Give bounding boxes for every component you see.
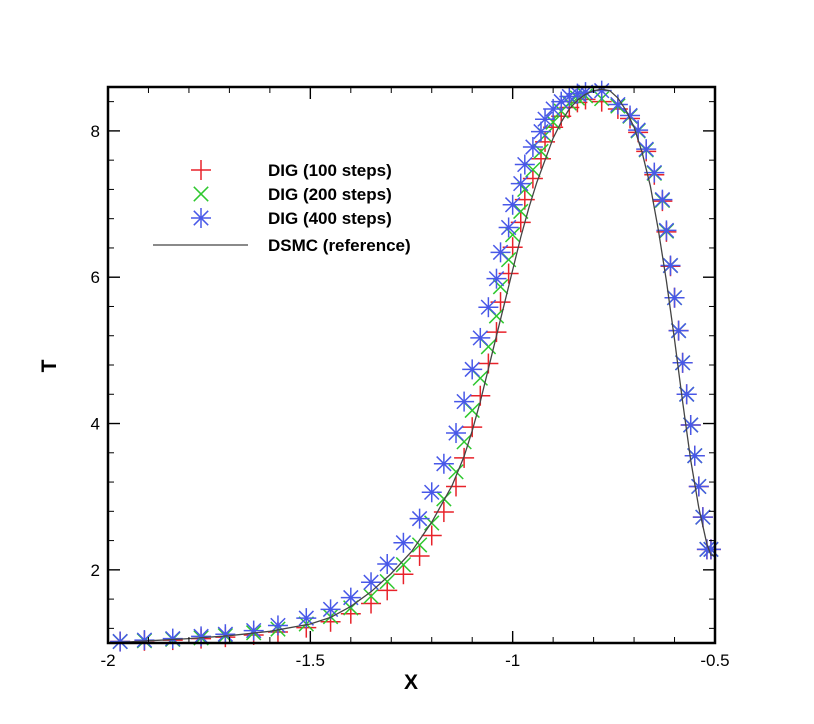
data-point-dig-400-steps	[361, 572, 382, 593]
legend-label-dig-100-steps: DIG (100 steps)	[268, 161, 392, 180]
data-point-dig-400-steps	[462, 359, 483, 380]
data-point-dig-400-steps	[668, 320, 689, 341]
legend-marker-dig-400-steps	[191, 208, 211, 228]
data-point-dig-400-steps	[377, 553, 398, 574]
data-point-dig-400-steps	[656, 220, 677, 241]
x-axis-title: X	[404, 671, 418, 694]
series-dig-100-steps	[110, 89, 721, 652]
data-point-dig-100-steps	[393, 564, 414, 585]
data-point-dig-200-steps	[504, 227, 521, 243]
data-point-dig-400-steps	[628, 120, 649, 141]
data-point-dig-400-steps	[470, 327, 491, 348]
data-point-dig-400-steps	[535, 109, 556, 130]
data-point-dig-400-steps	[498, 217, 519, 238]
x-tick-label: -1.5	[296, 651, 325, 670]
data-point-dig-400-steps	[620, 105, 641, 126]
data-point-dig-200-steps	[448, 464, 464, 480]
data-point-dig-400-steps	[502, 194, 523, 215]
legend-label-dig-200-steps: DIG (200 steps)	[268, 185, 392, 204]
data-point-dig-400-steps	[409, 508, 430, 529]
x-tick-label: -0.5	[700, 651, 729, 670]
data-point-dig-400-steps	[320, 599, 341, 620]
data-point-dig-400-steps	[684, 445, 705, 466]
data-point-dig-200-steps	[411, 537, 428, 553]
data-point-dig-400-steps	[267, 615, 288, 636]
legend-label-dsmc-reference: DSMC (reference)	[268, 236, 411, 255]
y-tick-label: 2	[91, 561, 100, 580]
data-point-dig-400-steps	[393, 532, 414, 553]
data-point-dig-400-steps	[530, 121, 551, 142]
series-dig-400-steps	[110, 80, 721, 652]
data-point-dig-400-steps	[522, 136, 543, 157]
legend-marker-dig-200-steps	[193, 186, 209, 202]
data-point-dig-400-steps	[433, 453, 454, 474]
y-tick-label: 8	[91, 122, 100, 141]
data-point-dig-100-steps	[446, 476, 467, 497]
y-tick-label: 6	[91, 268, 100, 287]
data-point-dig-400-steps	[478, 297, 499, 318]
data-point-dig-400-steps	[700, 539, 721, 560]
data-point-dig-400-steps	[636, 139, 657, 160]
data-point-dig-400-steps	[243, 620, 264, 641]
data-point-dig-200-steps	[395, 556, 412, 573]
data-point-dig-400-steps	[660, 255, 681, 276]
data-point-dig-200-steps	[492, 278, 509, 295]
data-point-dig-400-steps	[421, 482, 442, 503]
data-point-dig-400-steps	[490, 242, 511, 263]
data-point-dig-400-steps	[676, 384, 697, 405]
series-dsmc-reference	[107, 88, 715, 644]
legend-label-dig-400-steps: DIG (400 steps)	[268, 209, 392, 228]
data-point-dig-100-steps	[486, 322, 507, 343]
data-point-dig-400-steps	[559, 86, 580, 107]
data-point-dig-200-steps	[513, 203, 529, 220]
data-point-dig-400-steps	[514, 154, 535, 175]
data-point-dig-200-steps	[363, 588, 379, 604]
data-point-dig-400-steps	[340, 587, 361, 608]
y-tick-label: 4	[91, 415, 100, 434]
data-point-dig-400-steps	[446, 423, 467, 444]
x-tick-label: -1	[505, 651, 520, 670]
data-point-dig-400-steps	[510, 173, 531, 194]
y-axis-title: T	[38, 359, 61, 372]
data-point-dig-400-steps	[486, 268, 507, 289]
x-tick-label: -2	[100, 651, 115, 670]
legend: DIG (100 steps) DIG (200 steps) DIG (400 s…	[153, 160, 411, 255]
data-point-dig-400-steps	[215, 624, 236, 645]
series-line-dsmc-reference	[107, 88, 715, 644]
series-dig-200-steps	[112, 88, 719, 650]
data-point-dig-200-steps	[545, 114, 561, 130]
series-layer	[107, 80, 721, 652]
data-point-dig-100-steps	[409, 545, 430, 566]
data-point-dig-400-steps	[680, 414, 701, 435]
axes-layer: -2 -1.5 -1 -0.5 2 4 6 8	[91, 87, 730, 670]
data-point-dig-400-steps	[688, 476, 709, 497]
data-point-dig-100-steps	[421, 525, 442, 546]
data-point-dig-100-steps	[543, 117, 564, 138]
data-point-dig-400-steps	[191, 626, 212, 647]
legend-marker-dig-100-steps	[191, 160, 211, 180]
data-point-dig-400-steps	[454, 391, 475, 412]
data-point-dig-200-steps	[436, 491, 452, 507]
data-point-dig-200-steps	[379, 573, 395, 590]
data-point-dig-400-steps	[652, 189, 673, 210]
data-point-dig-100-steps	[462, 417, 483, 438]
data-point-dig-400-steps	[672, 352, 693, 373]
data-point-dig-100-steps	[377, 580, 398, 601]
